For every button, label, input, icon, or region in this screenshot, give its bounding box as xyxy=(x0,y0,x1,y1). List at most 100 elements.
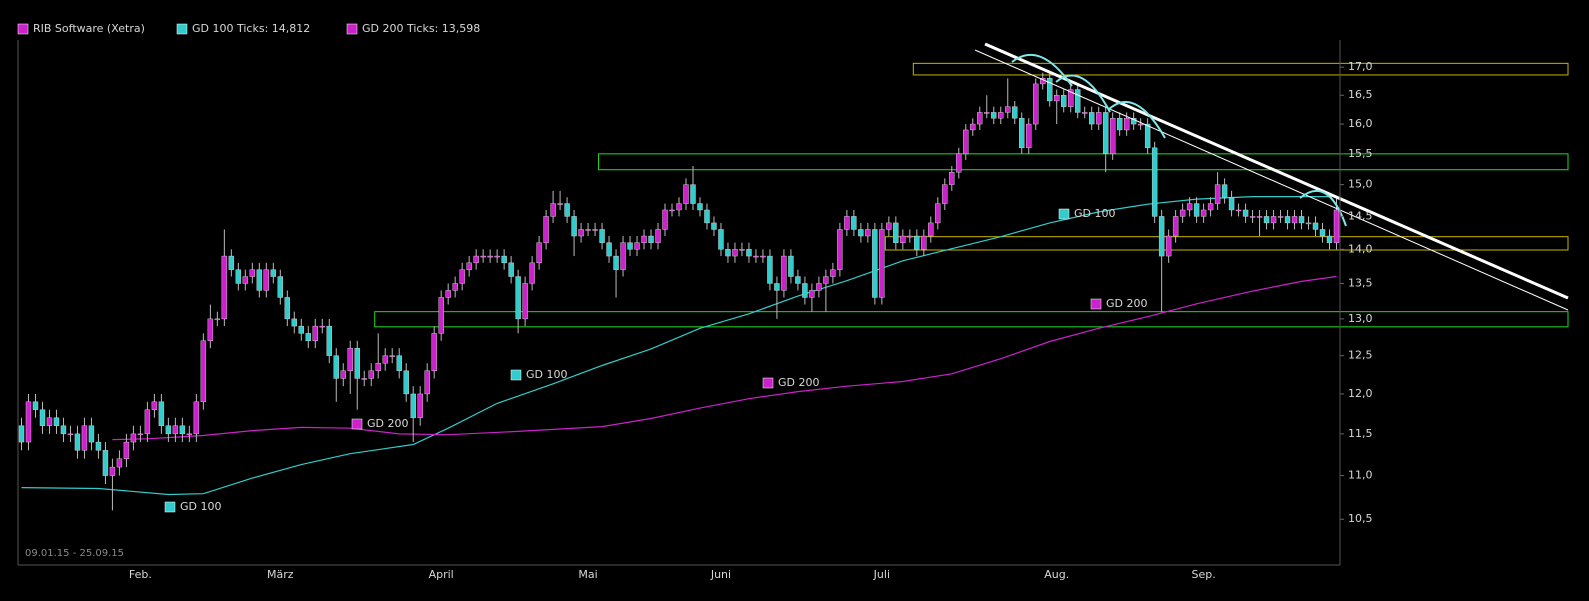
x-tick-label: Mai xyxy=(578,568,597,581)
moving-average-line xyxy=(21,196,1337,496)
candle-body xyxy=(1151,147,1158,217)
candle-body xyxy=(88,425,95,443)
candle-body xyxy=(1214,184,1221,204)
x-tick-label: Juni xyxy=(710,568,731,581)
candle-body xyxy=(536,242,542,264)
candle-body xyxy=(326,325,332,356)
candle-body xyxy=(200,340,207,403)
legend-swatch xyxy=(17,23,29,35)
legend-label: GD 200 Ticks: 13,598 xyxy=(362,22,480,35)
candle-body xyxy=(844,216,850,230)
candle-body xyxy=(1270,216,1277,224)
candle-body xyxy=(585,229,591,231)
candle-body xyxy=(410,393,416,418)
candle-body xyxy=(1242,209,1249,217)
candle-body xyxy=(557,203,563,205)
candle-body xyxy=(60,425,67,435)
candle-body xyxy=(1033,83,1039,125)
candle-body xyxy=(935,203,941,224)
candle-body xyxy=(949,171,955,185)
candle-body xyxy=(165,425,172,435)
candle-body xyxy=(403,370,409,395)
moving-average-line xyxy=(112,275,1337,441)
y-tick-label: 14,5 xyxy=(1348,209,1373,222)
period-label: 09.01.15 - 25.09.15 xyxy=(25,548,124,559)
candle-body xyxy=(914,235,920,250)
candle-body xyxy=(494,255,500,258)
candle-body xyxy=(1054,95,1060,102)
annotation-swatch xyxy=(762,377,774,389)
candle-body xyxy=(508,262,514,277)
legend-label: RIB Software (Xetra) xyxy=(33,22,145,35)
candle-body xyxy=(823,276,829,284)
candle-body xyxy=(788,255,794,277)
candle-body xyxy=(1200,209,1207,217)
candle-body xyxy=(459,269,465,284)
candle-body xyxy=(340,370,346,379)
candle-body xyxy=(375,362,381,371)
x-tick-label: April xyxy=(429,568,454,581)
candle-body xyxy=(424,370,430,395)
annotation-swatch xyxy=(351,418,363,430)
x-tick-label: Sep. xyxy=(1191,568,1215,581)
candle-body xyxy=(655,229,661,243)
candle-body xyxy=(214,318,221,321)
candle-body xyxy=(361,378,367,380)
candle-body xyxy=(816,283,822,291)
candle-body xyxy=(1158,216,1165,257)
candle-body xyxy=(319,325,325,328)
candle-body xyxy=(221,255,228,320)
candle-body xyxy=(809,290,815,298)
candle-body xyxy=(1221,184,1228,198)
candle-body xyxy=(956,153,962,173)
candle-body xyxy=(18,425,25,443)
candle-body xyxy=(669,209,675,212)
candle-body xyxy=(550,203,556,217)
candle-body xyxy=(886,222,892,230)
candle-body xyxy=(487,255,493,258)
pattern-arc xyxy=(1107,101,1166,139)
candle-body xyxy=(1305,222,1312,225)
price-zone xyxy=(884,236,1569,251)
candle-body xyxy=(368,370,374,379)
candle-body xyxy=(767,255,773,284)
x-tick-label: Juli xyxy=(873,568,890,581)
candle-body xyxy=(333,355,339,379)
zones xyxy=(374,62,1569,328)
candle-body xyxy=(641,235,647,243)
candle-body xyxy=(1019,118,1025,149)
candle-body xyxy=(1102,112,1109,155)
candle-body xyxy=(151,401,158,410)
y-tick-label: 16,5 xyxy=(1348,88,1373,101)
candle-body xyxy=(634,242,640,250)
candle-body xyxy=(1095,112,1102,125)
candle-body xyxy=(1123,118,1130,131)
candle-body xyxy=(1277,216,1284,218)
annotation-label: GD 100 xyxy=(526,368,568,381)
candle-body xyxy=(1026,123,1032,149)
candle-body xyxy=(228,255,235,270)
candle-body xyxy=(179,425,186,435)
y-tick-label: 15,0 xyxy=(1348,178,1373,191)
candle-body xyxy=(858,229,864,237)
candle-body xyxy=(1256,216,1263,218)
candle-body xyxy=(1263,216,1270,224)
annotation-swatch xyxy=(164,501,176,513)
candle-body xyxy=(270,269,277,277)
candle-body xyxy=(291,318,297,327)
candle-body xyxy=(529,262,535,284)
candle-body xyxy=(32,401,39,410)
candle-body xyxy=(1326,235,1333,243)
candle-body xyxy=(543,216,549,243)
candle-body xyxy=(305,333,311,341)
candle-body xyxy=(172,425,179,435)
candle-body xyxy=(438,297,444,334)
candle-body xyxy=(1165,235,1172,257)
candle-body xyxy=(158,401,165,426)
candle-body xyxy=(613,255,619,270)
candle-body xyxy=(312,325,318,341)
candle-body xyxy=(627,242,633,250)
y-tick-label: 13,5 xyxy=(1348,276,1373,289)
candle-body xyxy=(690,184,696,204)
price-zone xyxy=(374,311,1569,328)
